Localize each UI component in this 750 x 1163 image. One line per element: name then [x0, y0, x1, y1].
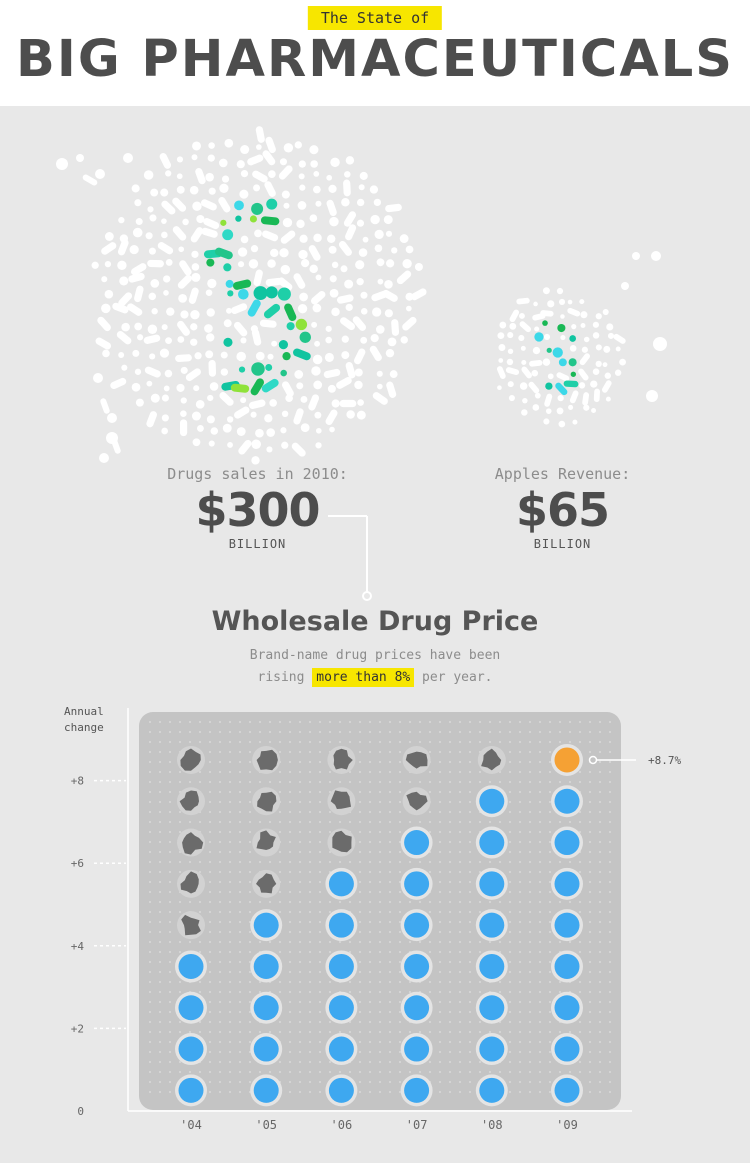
- header: The State of BIG PHARMACEUTICALS: [0, 0, 750, 106]
- empty-pill-slot: [177, 911, 205, 940]
- data-bar: [250, 1033, 283, 1066]
- drug-sales-stat: Drugs sales in 2010: $300 BILLION: [150, 465, 365, 551]
- data-bar: [475, 991, 508, 1024]
- data-bar-highlight: [551, 743, 583, 776]
- annotation-dot: [588, 755, 598, 765]
- data-bar: [551, 1033, 583, 1066]
- empty-pill-slot: [327, 828, 356, 857]
- empty-pill-slot: [252, 828, 281, 857]
- data-bar: [551, 909, 583, 942]
- connector-dot: [362, 591, 372, 601]
- y-tick-label: +4: [71, 940, 85, 953]
- chart-subtitle: Brand-name drug prices have been rising …: [0, 645, 750, 689]
- data-bar: [551, 950, 583, 983]
- data-bar: [400, 991, 433, 1024]
- chart-title: Wholesale Drug Price: [211, 606, 539, 637]
- empty-pill-slot: [252, 787, 281, 816]
- data-bar: [325, 867, 358, 900]
- chart-subtitle-highlight: more than 8%: [312, 668, 415, 687]
- empty-pill-slot: [402, 745, 431, 774]
- data-bar: [175, 991, 207, 1024]
- data-bar: [551, 826, 583, 859]
- empty-pill-slot: [252, 745, 281, 774]
- y-axis-label: Annual change: [64, 705, 104, 734]
- page-title: BIG PHARMACEUTICALS: [15, 30, 735, 89]
- data-bar: [475, 1033, 508, 1066]
- x-tick-label: '09: [556, 1118, 578, 1132]
- y-tick-label: 0: [77, 1105, 84, 1118]
- y-tick-label: +8: [71, 775, 84, 788]
- data-bar: [400, 1074, 433, 1107]
- data-bar: [400, 909, 433, 942]
- data-bar: [325, 909, 358, 942]
- chart-subtitle-line1: Brand-name drug prices have been: [249, 648, 501, 663]
- apple-revenue-unit: BILLION: [533, 537, 592, 551]
- data-bar: [551, 991, 583, 1024]
- data-bar: [475, 867, 508, 900]
- data-bar: [250, 909, 283, 942]
- data-bar: [325, 950, 358, 983]
- annotation-label: +8.7%: [648, 754, 681, 767]
- data-bar: [325, 1074, 358, 1107]
- chart-subtitle-line2: rising more than 8% per year.: [0, 667, 750, 689]
- drug-sales-unit: BILLION: [228, 537, 287, 551]
- y-tick-label: +2: [71, 1022, 84, 1035]
- empty-pill-slot: [177, 869, 205, 898]
- data-bar: [250, 950, 283, 983]
- data-bar: [250, 1074, 283, 1107]
- empty-pill-slot: [177, 828, 205, 857]
- data-bar: [475, 826, 508, 859]
- kicker-label: The State of: [307, 6, 443, 30]
- empty-pill-slot: [177, 745, 205, 774]
- chart-subtitle-after: per year.: [414, 670, 493, 685]
- apple-revenue-stat: Apples Revenue: $65 BILLION: [470, 465, 655, 551]
- empty-pill-slot: [402, 787, 431, 816]
- empty-pill-slot: [252, 869, 281, 898]
- empty-pill-slot: [327, 745, 356, 774]
- drug-sales-label: Drugs sales in 2010:: [167, 465, 348, 483]
- drug-sales-value: $300: [195, 483, 320, 537]
- empty-pill-slot: [477, 745, 506, 774]
- y-tick-label: +6: [71, 857, 84, 870]
- data-bar: [475, 785, 508, 818]
- data-bar: [551, 1074, 583, 1107]
- pill-illustration: [56, 126, 667, 465]
- x-tick-label: '06: [331, 1118, 353, 1132]
- data-bar: [551, 785, 583, 818]
- x-tick-label: '04: [180, 1118, 202, 1132]
- data-bar: [325, 991, 358, 1024]
- data-bar: [175, 950, 207, 983]
- data-bar: [400, 867, 433, 900]
- apple-revenue-label: Apples Revenue:: [494, 465, 631, 483]
- apple-revenue-value: $65: [515, 483, 610, 537]
- data-bar: [175, 1074, 207, 1107]
- x-tick-label: '05: [255, 1118, 277, 1132]
- data-bar: [475, 1074, 508, 1107]
- data-bar: [400, 1033, 433, 1066]
- empty-pill-slot: [177, 787, 205, 816]
- data-bar: [400, 950, 433, 983]
- chart-subtitle-before: rising: [257, 670, 313, 685]
- x-tick-label: '07: [406, 1118, 428, 1132]
- x-tick-label: '08: [481, 1118, 503, 1132]
- data-bar: [175, 1033, 207, 1066]
- data-bar: [325, 1033, 358, 1066]
- data-bar: [551, 867, 583, 900]
- data-bar: [475, 909, 508, 942]
- data-bar: [250, 991, 283, 1024]
- empty-pill-slot: [327, 787, 356, 816]
- data-bar: [475, 950, 508, 983]
- data-bar: [400, 826, 433, 859]
